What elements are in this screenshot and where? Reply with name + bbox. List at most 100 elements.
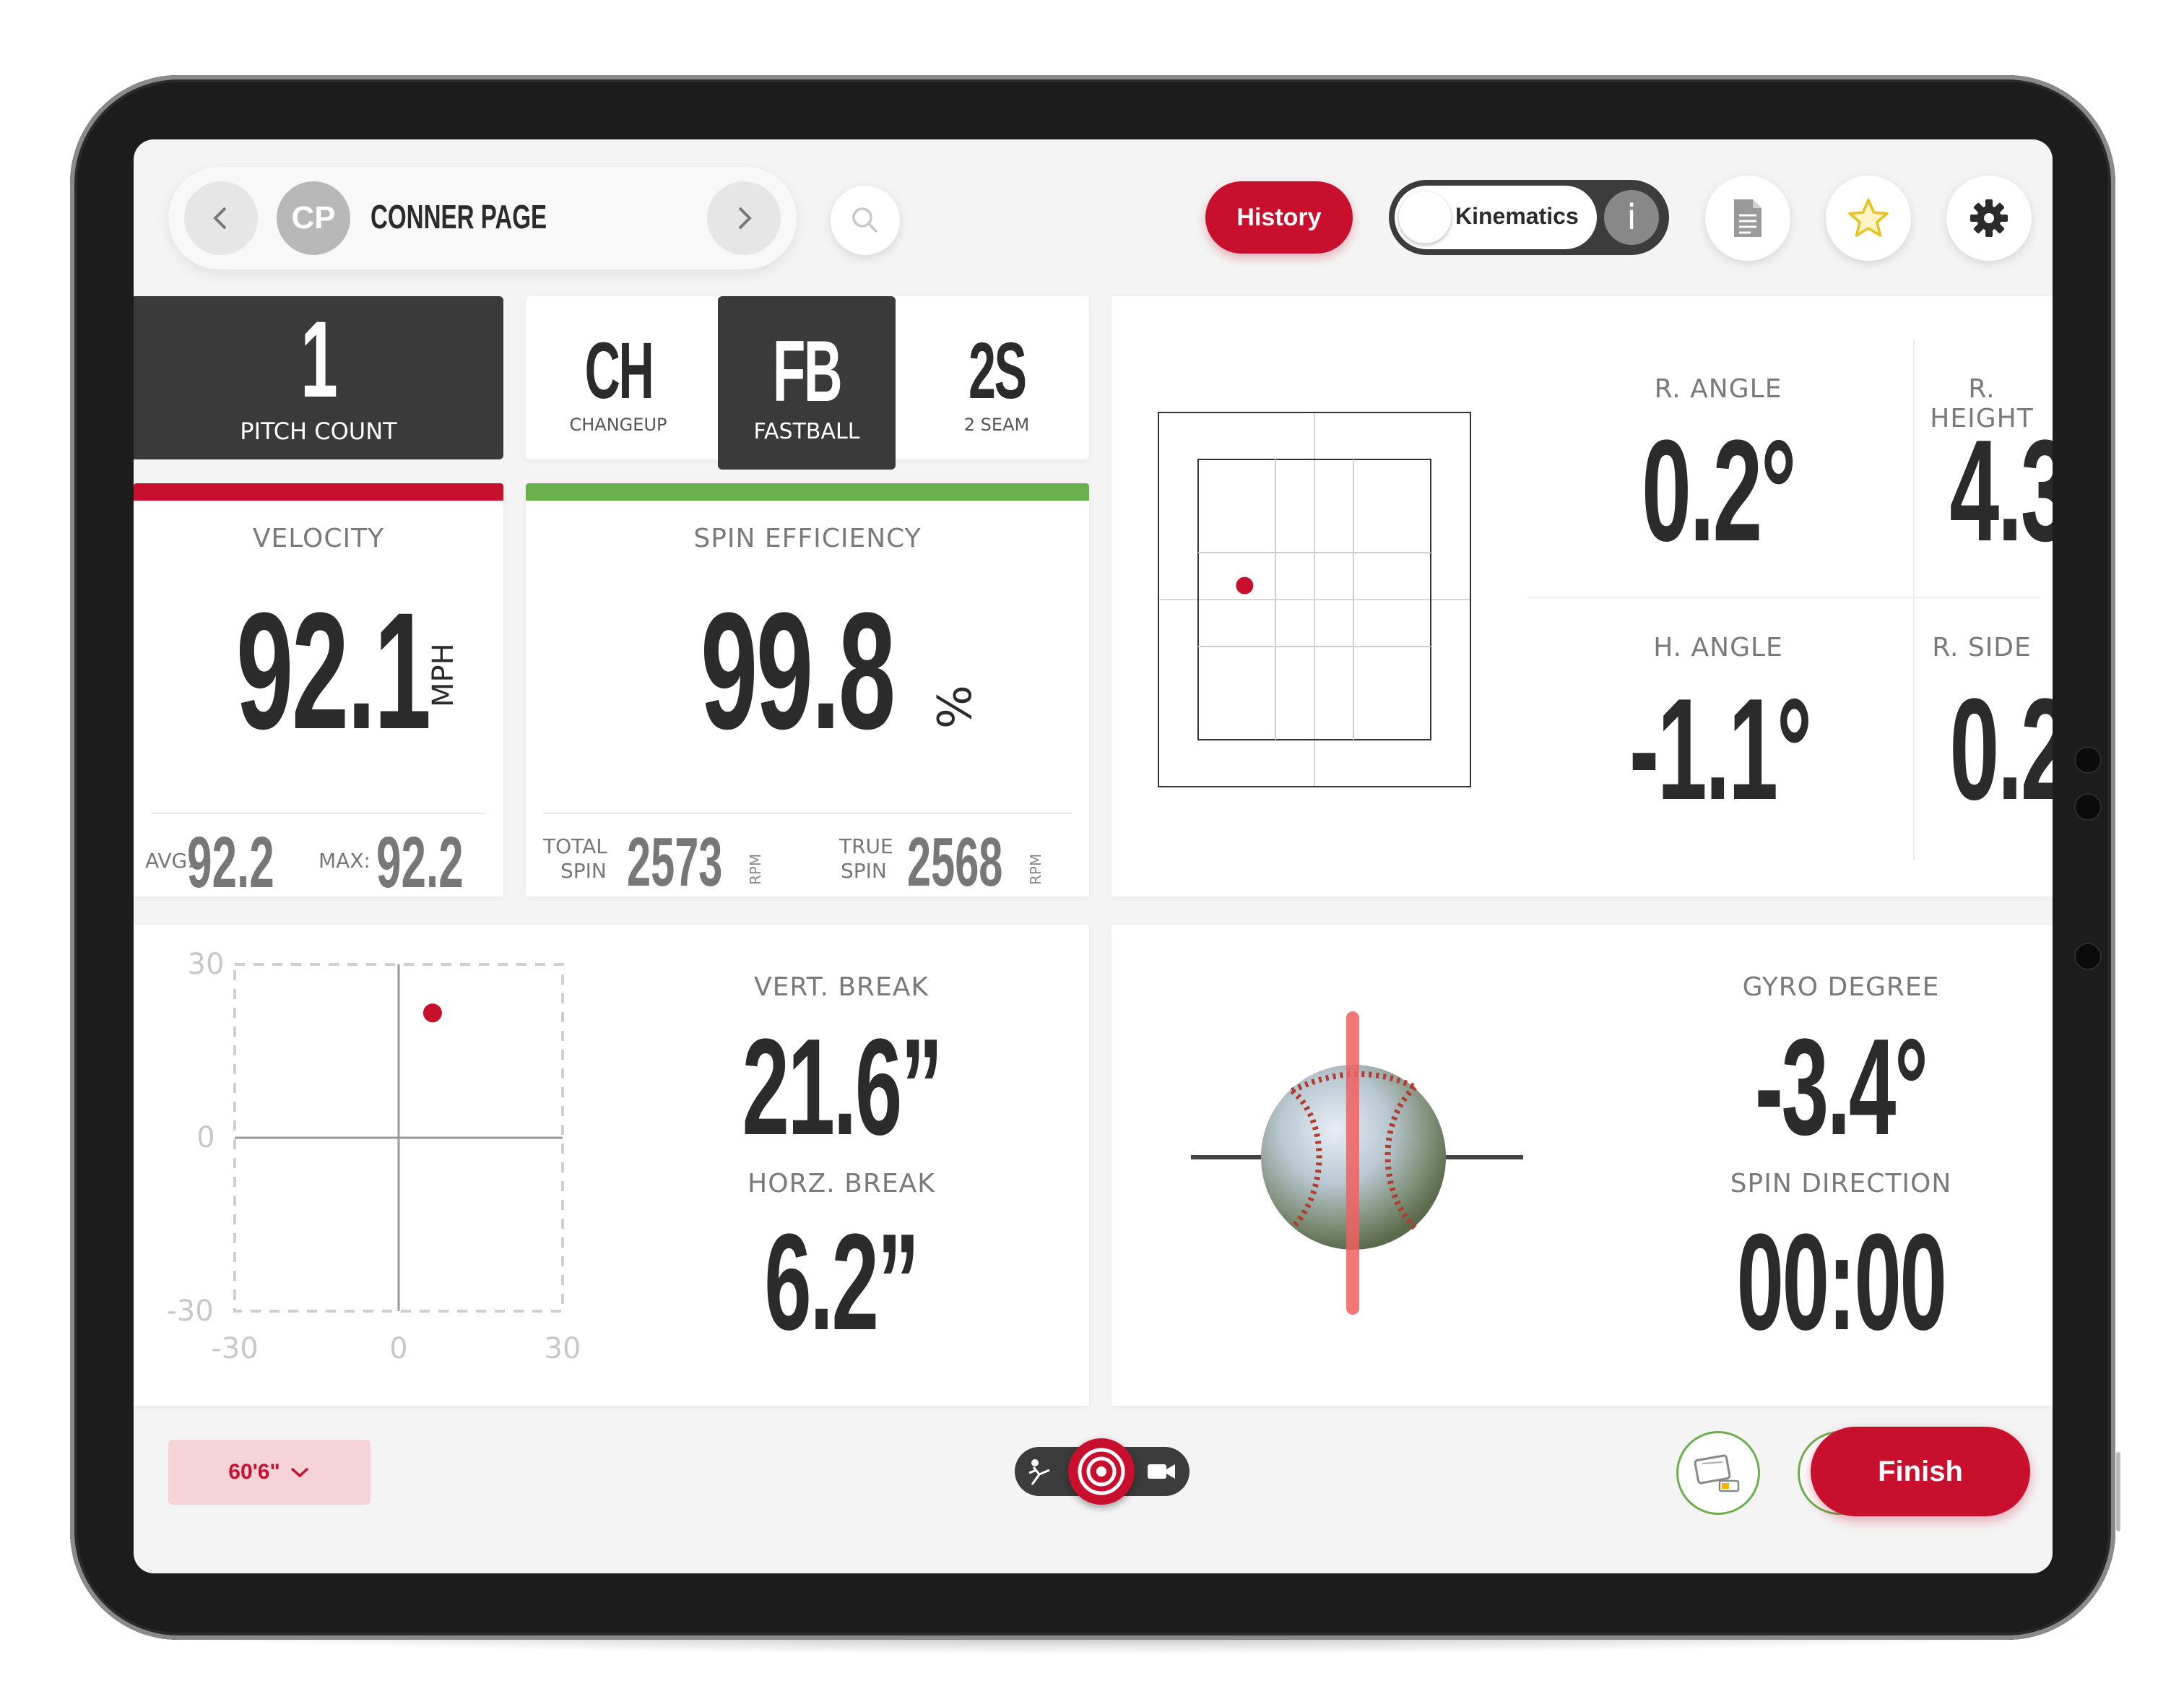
velocity-unit: MPH	[427, 643, 460, 707]
r-height-label: R. HEIGHT	[1930, 374, 2034, 433]
spin-efficiency-unit: %	[929, 685, 982, 729]
true-spin-label-2: SPIN	[841, 859, 887, 883]
pitch-type-name: 2 SEAM	[963, 415, 1030, 435]
true-spin-label-1: TRUE	[839, 834, 893, 858]
x-tick-right: 30	[545, 1332, 581, 1365]
break-card: 30 0 -30 -30 0 30 VERT. BREAK 21.6” HORZ…	[134, 925, 1089, 1406]
distance-label: 60'6"	[228, 1460, 280, 1484]
sensor-status-1[interactable]	[1676, 1431, 1760, 1515]
r-angle-value: 0.2°	[1641, 410, 1797, 571]
h-angle-label: H. ANGLE	[1653, 633, 1783, 662]
gyro-degree-label: GYRO DEGREE	[1742, 972, 1940, 1002]
player-name: CONNER PAGE	[370, 198, 547, 235]
spin-efficiency-card: SPIN EFFICIENCY 99.8 % TOTAL SPIN 2573 R…	[526, 483, 1089, 901]
velocity-value: 92.1	[236, 578, 431, 764]
spin-efficiency-value: 99.8	[701, 578, 896, 764]
kinematics-toggle[interactable]: Kinematics i	[1389, 180, 1669, 255]
history-label: History	[1236, 203, 1322, 231]
total-spin-value: 2573	[627, 824, 723, 901]
camera-dot	[2074, 943, 2102, 970]
spin-efficiency-bar	[526, 483, 1089, 501]
true-spin-unit: RPM	[1027, 853, 1044, 885]
vert-break-label: VERT. BREAK	[753, 972, 930, 1002]
release-card: R. ANGLE 0.2° R. HEIGHT 4.3’ H. ANGLE -1…	[1112, 296, 2053, 896]
target-icon	[1078, 1448, 1125, 1495]
toggle-knob	[1399, 191, 1451, 243]
r-angle-label: R. ANGLE	[1654, 374, 1782, 404]
vert-break-value: 21.6”	[742, 1011, 942, 1164]
y-tick-top: 30	[188, 948, 225, 981]
pitch-type-selector: CH CHANGEUP FB FASTBALL 2S 2 SEAM	[526, 296, 1089, 470]
mode-switcher	[1012, 1438, 1192, 1505]
spin-direction-value: 00:00	[1736, 1206, 1947, 1359]
search-icon	[852, 207, 878, 233]
strike-zone-grid	[1159, 413, 1470, 786]
pitch-type-name: FASTBALL	[753, 419, 860, 444]
finish-label: Finish	[1878, 1455, 1963, 1487]
avatar-initials: CP	[291, 200, 336, 235]
velocity-avg-value: 92.2	[187, 822, 274, 903]
star-icon	[1848, 199, 1889, 237]
device-battery-icon	[1694, 1454, 1740, 1492]
pitch-type-code: 2S	[968, 327, 1027, 415]
gyro-card: GYRO DEGREE -3.4° SPIN DIRECTION 00:00	[1112, 925, 2053, 1406]
pitch-count-label: PITCH COUNT	[240, 418, 397, 445]
pitch-type-fastball[interactable]: FB FASTBALL	[718, 296, 896, 470]
video-camera-icon[interactable]	[1146, 1460, 1178, 1483]
prev-player-button[interactable]	[184, 181, 258, 255]
pitch-location-dot	[1236, 576, 1254, 595]
search-button[interactable]	[831, 186, 900, 255]
next-player-button[interactable]	[707, 181, 781, 255]
spin-direction-label: SPIN DIRECTION	[1730, 1169, 1952, 1198]
gear-icon	[1970, 199, 2008, 237]
break-plot: 30 0 -30 -30 0 30	[166, 948, 581, 1365]
x-tick-mid: 0	[389, 1332, 407, 1365]
pitch-type-2seam[interactable]: 2S 2 SEAM	[904, 296, 1089, 459]
camera-dot	[2074, 746, 2102, 774]
pitch-type-code: FB	[772, 323, 843, 420]
player-selector: CP CONNER PAGE	[168, 167, 797, 269]
kinematics-label: Kinematics	[1455, 203, 1579, 229]
horz-break-label: HORZ. BREAK	[748, 1169, 935, 1198]
report-button[interactable]	[1705, 176, 1790, 261]
side-button	[2116, 1452, 2120, 1531]
chevron-left-icon	[213, 207, 227, 230]
spin-axis-ball	[1191, 1011, 1523, 1315]
history-button[interactable]: History	[1205, 181, 1353, 254]
pitch-count-value: 1	[300, 298, 338, 420]
chevron-right-icon	[738, 207, 752, 230]
total-spin-label-1: TOTAL	[543, 834, 607, 858]
spin-efficiency-title: SPIN EFFICIENCY	[693, 524, 922, 553]
favorite-button[interactable]	[1826, 176, 1911, 261]
horz-break-value: 6.2”	[764, 1206, 920, 1359]
r-side-label: R. SIDE	[1932, 633, 2032, 662]
velocity-title: VELOCITY	[252, 524, 385, 553]
pitch-type-changeup[interactable]: CH CHANGEUP	[526, 296, 711, 459]
pitch-count-card: 1 PITCH COUNT	[134, 296, 503, 459]
total-spin-unit: RPM	[747, 853, 764, 885]
info-label: i	[1626, 197, 1637, 238]
info-icon[interactable]: i	[1604, 190, 1659, 245]
velocity-card: VELOCITY 92.1 MPH AVG: 92.2 MAX: 92.2	[134, 483, 503, 903]
h-angle-value: -1.1°	[1629, 669, 1812, 830]
app-screen: CP CONNER PAGE History Kinematics i	[134, 139, 2053, 1573]
distance-dropdown[interactable]: 60'6"	[168, 1440, 370, 1505]
total-spin-label-2: SPIN	[560, 859, 607, 883]
velocity-avg-label: AVG:	[145, 849, 194, 873]
r-side-value: 0.2’	[1949, 669, 2053, 830]
velocity-bar	[134, 483, 503, 501]
y-tick-bottom: -30	[166, 1295, 213, 1328]
target-button[interactable]	[1068, 1438, 1135, 1505]
pitcher-icon[interactable]	[1025, 1456, 1057, 1487]
finish-button[interactable]: Finish	[1811, 1427, 2030, 1516]
velocity-max-value: 92.2	[376, 822, 464, 903]
chevron-down-icon	[290, 1467, 308, 1478]
true-spin-value: 2568	[907, 824, 1003, 901]
break-point	[422, 1003, 442, 1023]
avatar[interactable]: CP	[277, 181, 350, 255]
velocity-max-label: MAX:	[318, 849, 370, 873]
settings-button[interactable]	[1946, 176, 2032, 261]
pitch-type-name: CHANGEUP	[569, 415, 667, 435]
camera-dot	[2074, 793, 2102, 821]
r-height-value: 4.3’	[1949, 410, 2053, 571]
